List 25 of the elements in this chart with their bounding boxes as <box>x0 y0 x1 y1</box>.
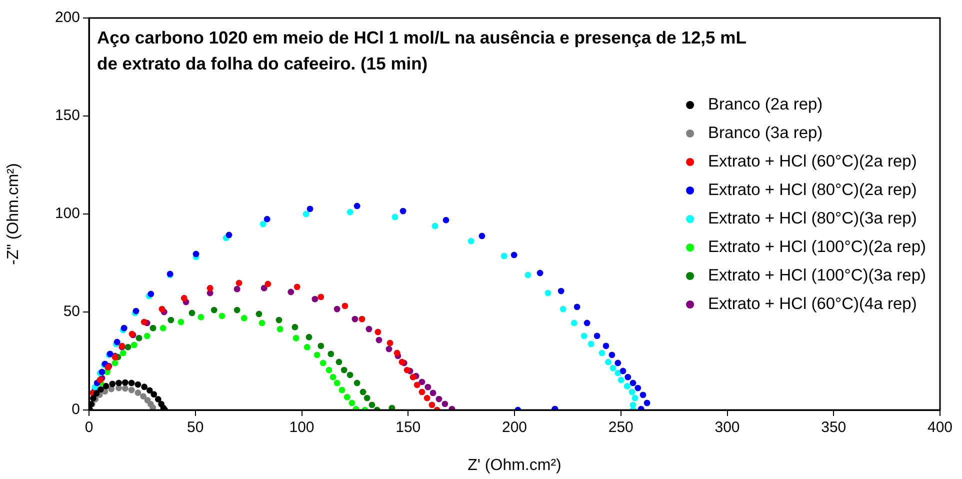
x-tick-label: 300 <box>714 419 740 436</box>
y-tick-label: 150 <box>54 107 80 124</box>
legend-label: Extrato + HCl (80°C)(2a rep) <box>708 181 917 200</box>
y-tick-label: 100 <box>54 205 80 222</box>
legend-label: Branco (3a rep) <box>708 124 823 142</box>
x-tick-label: 400 <box>927 419 953 436</box>
x-tick-label: 350 <box>821 419 846 436</box>
x-tick-label: 100 <box>289 419 314 436</box>
x-tick-label: 150 <box>396 419 421 436</box>
y-axis-title: -Z" (Ohm.cm²) <box>5 163 22 265</box>
x-tick-label: 50 <box>187 419 204 436</box>
x-tick-label: 200 <box>502 419 528 436</box>
x-tick-label: 250 <box>608 419 634 436</box>
x-axis-title: Z' (Ohm.cm²) <box>468 456 562 474</box>
legend-label: Branco (2a rep) <box>708 96 823 114</box>
y-tick-label: 200 <box>54 9 80 26</box>
legend-label: Extrato + HCl (100°C)(3a rep) <box>708 266 926 285</box>
legend-label: Extrato + HCl (60°C)(2a rep) <box>708 152 917 171</box>
text: Aço carbono 1020 em meio de HCl 1 mol/L na ausência e presença de 12,5 mL de extrato da folha do cafeeiro. (15 min) <box>97 28 747 74</box>
y-tick-label: 50 <box>63 303 80 320</box>
legend-label: Extrato + HCl (60°C)(4a rep) <box>708 295 917 314</box>
y-tick-label: 0 <box>72 401 80 418</box>
x-tick-label: 0 <box>84 419 94 436</box>
legend-label: Extrato + HCl (80°C)(3a rep) <box>708 210 917 228</box>
legend-label: Extrato + HCl (100°C)(2a rep) <box>708 238 926 256</box>
